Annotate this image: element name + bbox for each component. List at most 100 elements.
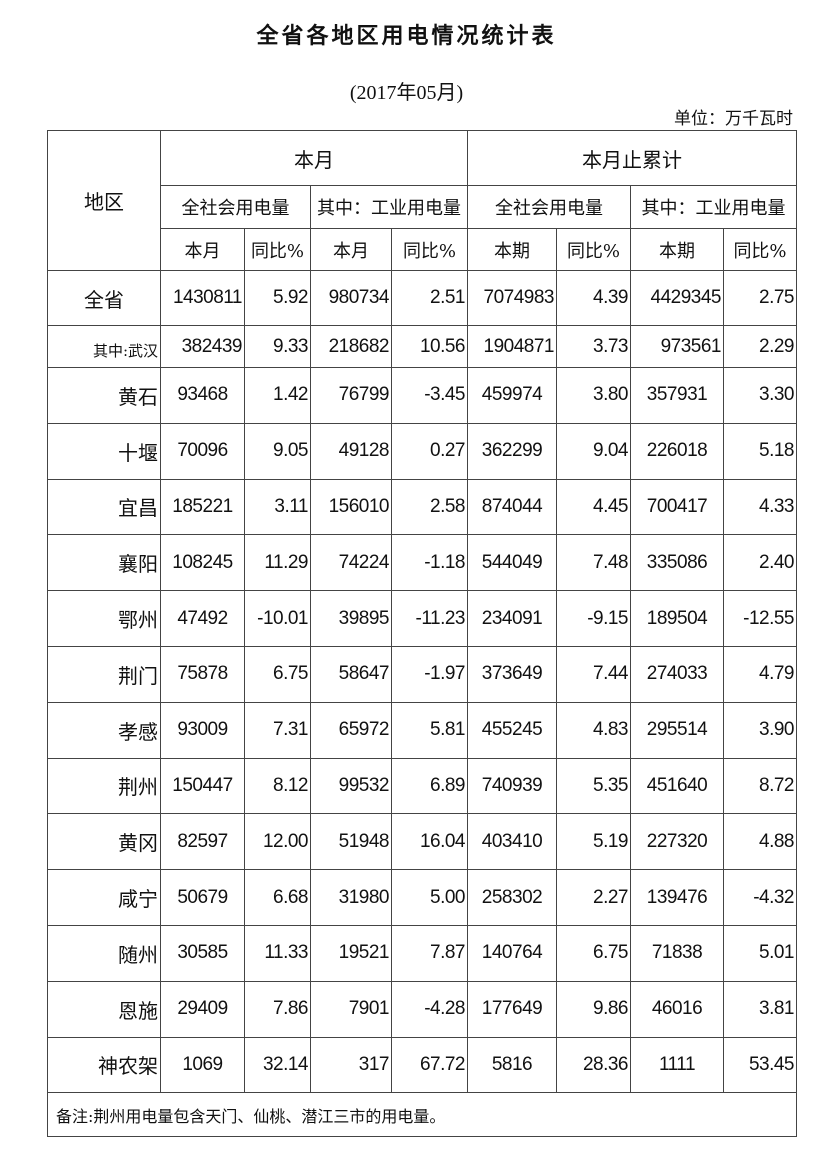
value-cell: 295514 — [630, 701, 724, 759]
unit-label: 单位：万千瓦时 — [674, 109, 793, 129]
header-col: 本月 — [310, 228, 392, 271]
header-region: 地区 — [47, 130, 161, 271]
table-row: 十堰 70096 9.05 49128 0.27 362299 9.04 226018 5.18 — [47, 422, 797, 480]
value-cell: 317 — [310, 1036, 392, 1094]
value-cell: -3.45 — [391, 367, 468, 424]
value-cell: 6.75 — [244, 645, 311, 703]
value-cell: 29409 — [160, 980, 245, 1038]
value-cell: 51948 — [310, 813, 392, 871]
value-cell: 3.30 — [723, 367, 797, 424]
value-cell: 3.90 — [723, 701, 797, 759]
value-cell: 9.86 — [556, 980, 631, 1038]
value-cell: 140764 — [467, 924, 557, 982]
table-row: 荆州 150447 8.12 99532 6.89 740939 5.35 451640 8.7… — [47, 757, 797, 815]
value-cell: 65972 — [310, 701, 392, 759]
value-cell: 189504 — [630, 590, 724, 647]
header-col: 同比% — [391, 228, 468, 271]
value-cell: 7.87 — [391, 924, 468, 982]
value-cell: 47492 — [160, 590, 245, 647]
header-industry-month: 其中：工业用电量 — [310, 185, 468, 229]
value-cell: 58647 — [310, 645, 392, 703]
table-row: 宜昌 185221 3.11 156010 2.58 874044 4.45 700417 4.… — [47, 478, 797, 536]
region-cell: 黄冈 — [47, 813, 161, 871]
value-cell: 75878 — [160, 645, 245, 703]
note-row: 备注:荆州用电量包含天门、仙桃、潜江三市的用电量。 — [47, 1092, 797, 1138]
region-cell: 襄阳 — [47, 534, 161, 592]
value-cell: 8.72 — [723, 757, 797, 815]
value-cell: 227320 — [630, 813, 724, 871]
value-cell: 4.33 — [723, 478, 797, 536]
value-cell: 70096 — [160, 422, 245, 480]
value-cell: 177649 — [467, 980, 557, 1038]
header-total-month: 全社会用电量 — [160, 185, 311, 229]
value-cell: 0.27 — [391, 422, 468, 480]
value-cell: 2.58 — [391, 478, 468, 536]
header-col: 本月 — [160, 228, 245, 271]
table-row: 鄂州 47492 -10.01 39895 -11.23 234091 -9.15 18950… — [47, 590, 797, 647]
region-cell: 全省 — [47, 270, 161, 326]
value-cell: -12.55 — [723, 590, 797, 647]
table-row: 襄阳 108245 11.29 74224 -1.18 544049 7.48 335086 2… — [47, 534, 797, 592]
value-cell: -1.18 — [391, 534, 468, 592]
value-cell: 4.45 — [556, 478, 631, 536]
value-cell: 2.40 — [723, 534, 797, 592]
value-cell: 234091 — [467, 590, 557, 647]
value-cell: 451640 — [630, 757, 724, 815]
value-cell: 5.92 — [244, 270, 311, 326]
header-month-group: 本月 — [160, 130, 468, 186]
value-cell: -4.32 — [723, 869, 797, 926]
value-cell: 3.11 — [244, 478, 311, 536]
header-col: 同比% — [723, 228, 797, 271]
value-cell: 139476 — [630, 869, 724, 926]
table-row: 咸宁 50679 6.68 31980 5.00 258302 2.27 139476 -4.3… — [47, 869, 797, 926]
value-cell: 185221 — [160, 478, 245, 536]
value-cell: 71838 — [630, 924, 724, 982]
value-cell: 3.80 — [556, 367, 631, 424]
value-cell: 5.19 — [556, 813, 631, 871]
value-cell: 373649 — [467, 645, 557, 703]
value-cell: 5.35 — [556, 757, 631, 815]
region-cell: 孝感 — [47, 701, 161, 759]
page-title: 全省各地区用电情况统计表 — [256, 23, 557, 49]
value-cell: 99532 — [310, 757, 392, 815]
table-row: 神农架 1069 32.14 317 67.72 5816 28.36 1111 53.45 — [47, 1036, 797, 1094]
value-cell: 7074983 — [467, 270, 557, 326]
footnote: 备注:荆州用电量包含天门、仙桃、潜江三市的用电量。 — [47, 1092, 797, 1138]
value-cell: 2.29 — [723, 325, 797, 368]
value-cell: 9.33 — [244, 325, 311, 368]
value-cell: 6.75 — [556, 924, 631, 982]
value-cell: 74224 — [310, 534, 392, 592]
value-cell: 6.68 — [244, 869, 311, 926]
value-cell: 335086 — [630, 534, 724, 592]
value-cell: 1069 — [160, 1036, 245, 1094]
region-cell: 恩施 — [47, 980, 161, 1038]
value-cell: 39895 — [310, 590, 392, 647]
value-cell: 258302 — [467, 869, 557, 926]
value-cell: 4.88 — [723, 813, 797, 871]
value-cell: 5.81 — [391, 701, 468, 759]
value-cell: -9.15 — [556, 590, 631, 647]
value-cell: 5.18 — [723, 422, 797, 480]
value-cell: 5.00 — [391, 869, 468, 926]
region-cell: 咸宁 — [47, 869, 161, 926]
value-cell: 544049 — [467, 534, 557, 592]
value-cell: 11.29 — [244, 534, 311, 592]
value-cell: 357931 — [630, 367, 724, 424]
value-cell: 980734 — [310, 270, 392, 326]
header-industry-cumulative: 其中：工业用电量 — [630, 185, 797, 229]
value-cell: 7.86 — [244, 980, 311, 1038]
value-cell: 1904871 — [467, 325, 557, 368]
value-cell: 7.31 — [244, 701, 311, 759]
value-cell: 32.14 — [244, 1036, 311, 1094]
value-cell: 218682 — [310, 325, 392, 368]
value-cell: 28.36 — [556, 1036, 631, 1094]
report-period: (2017年05月) — [349, 82, 464, 104]
value-cell: 459974 — [467, 367, 557, 424]
value-cell: 4.39 — [556, 270, 631, 326]
header-col: 本期 — [630, 228, 724, 271]
value-cell: 30585 — [160, 924, 245, 982]
value-cell: 7.44 — [556, 645, 631, 703]
table-row: 其中:武汉 382439 9.33 218682 10.56 1904871 3.73 973… — [47, 325, 797, 368]
header-col: 同比% — [556, 228, 631, 271]
header-cumulative-group: 本月止累计 — [467, 130, 797, 186]
